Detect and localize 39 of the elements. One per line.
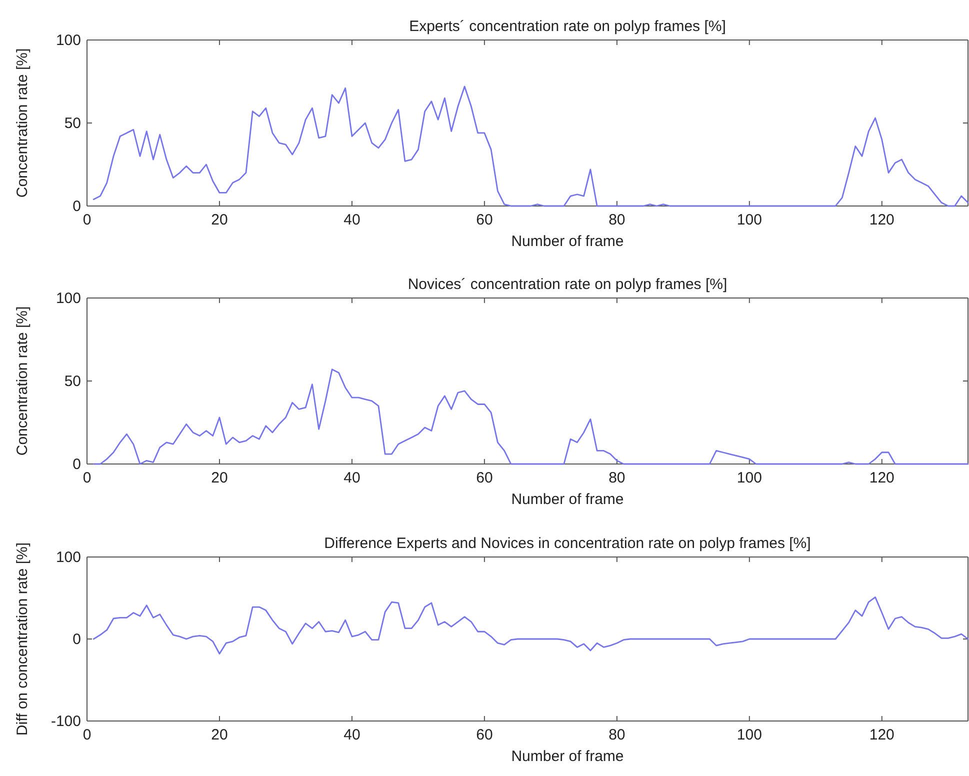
x-tick-label: 120 (869, 470, 894, 487)
x-tick-label: 20 (211, 726, 228, 744)
x-axis-title: Number of frame (511, 233, 624, 250)
y-tick-label: -100 (50, 712, 81, 730)
x-tick-label: 80 (608, 726, 626, 744)
line-series (92, 86, 969, 207)
x-tick-label: 100 (736, 212, 762, 229)
x-tick-label: 60 (476, 726, 493, 744)
x-tick-label: 20 (211, 212, 228, 229)
x-tick-label: 60 (476, 470, 493, 487)
y-tick-label: 100 (56, 548, 81, 566)
x-axis-title: Number of frame (511, 491, 624, 508)
y-tick-label: 0 (72, 456, 81, 473)
line-series (92, 596, 969, 654)
x-tick-label: 40 (344, 212, 360, 229)
x-tick-label: 80 (608, 212, 626, 229)
x-tick-label: 100 (736, 470, 762, 487)
y-axis-title: Concentration rate [%] (14, 48, 31, 198)
x-tick-label: 20 (211, 470, 228, 487)
x-tick-label: 100 (736, 726, 762, 744)
x-tick-label: 60 (476, 212, 493, 229)
chart-title: Difference Experts and Novices in concentration rate on polyp frames [%] (324, 535, 811, 552)
chart-title: Novices´ concentration rate on polyp frames [%] (408, 276, 728, 293)
chart-title: Experts´ concentration rate on polyp frames [%] (409, 18, 726, 35)
y-axis-title: Concentration rate [%] (14, 306, 31, 456)
y-tick-label: 0 (72, 630, 81, 648)
x-tick-label: 40 (344, 726, 360, 744)
x-tick-label: 120 (869, 212, 894, 229)
y-axis-title: Diff on concentration rate [%] (14, 542, 31, 736)
y-tick-label: 50 (64, 114, 81, 132)
y-tick-label: 100 (56, 32, 81, 49)
y-tick-label: 0 (72, 198, 81, 215)
y-tick-label: 100 (56, 290, 81, 307)
x-tick-label: 120 (869, 726, 894, 744)
line-series (92, 368, 969, 465)
x-tick-label: 40 (344, 470, 360, 487)
x-tick-label: 80 (608, 470, 626, 487)
y-tick-label: 50 (64, 372, 81, 390)
x-axis-title: Number of frame (511, 748, 624, 765)
